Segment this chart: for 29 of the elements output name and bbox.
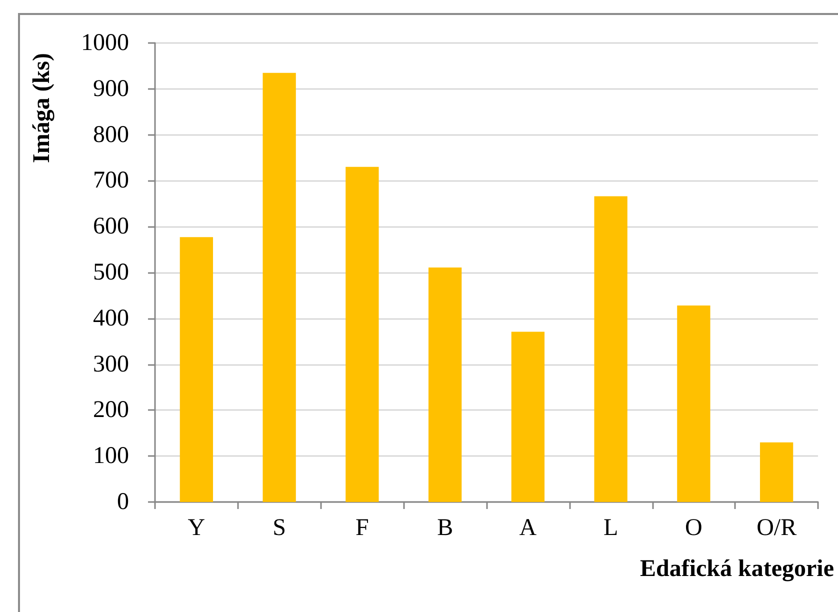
- y-tick-label: 1000: [81, 30, 129, 56]
- x-tick-label: Y: [188, 515, 206, 541]
- x-axis-title: Edafická kategorie: [640, 556, 834, 582]
- bar: [677, 306, 710, 502]
- bar: [346, 166, 379, 502]
- y-tick-label: 900: [93, 76, 129, 102]
- y-tick-label: 100: [93, 443, 129, 470]
- bar: [511, 332, 545, 502]
- x-tick-label: B: [437, 515, 454, 541]
- y-tick-label: 700: [93, 168, 129, 194]
- bar: [594, 196, 628, 502]
- y-tick-label: 600: [93, 214, 129, 240]
- x-tick-label: O: [685, 515, 702, 541]
- y-tick-label: 800: [93, 122, 129, 148]
- bar: [262, 72, 296, 502]
- y-tick-label: 500: [93, 260, 129, 286]
- bar: [180, 237, 214, 502]
- y-tick-label: 300: [93, 351, 129, 378]
- x-tick-label: O/R: [756, 515, 797, 541]
- x-tick-label: F: [356, 515, 369, 541]
- bar: [760, 442, 794, 502]
- x-tick-label: A: [519, 515, 538, 541]
- y-tick-label: 200: [93, 397, 129, 424]
- y-tick-label: 400: [93, 305, 129, 332]
- x-tick-label: L: [603, 515, 618, 541]
- y-tick-label: 0: [117, 489, 129, 515]
- bar: [428, 267, 462, 502]
- x-tick-label: S: [272, 515, 286, 541]
- y-axis-title: Imága (ks): [29, 52, 55, 164]
